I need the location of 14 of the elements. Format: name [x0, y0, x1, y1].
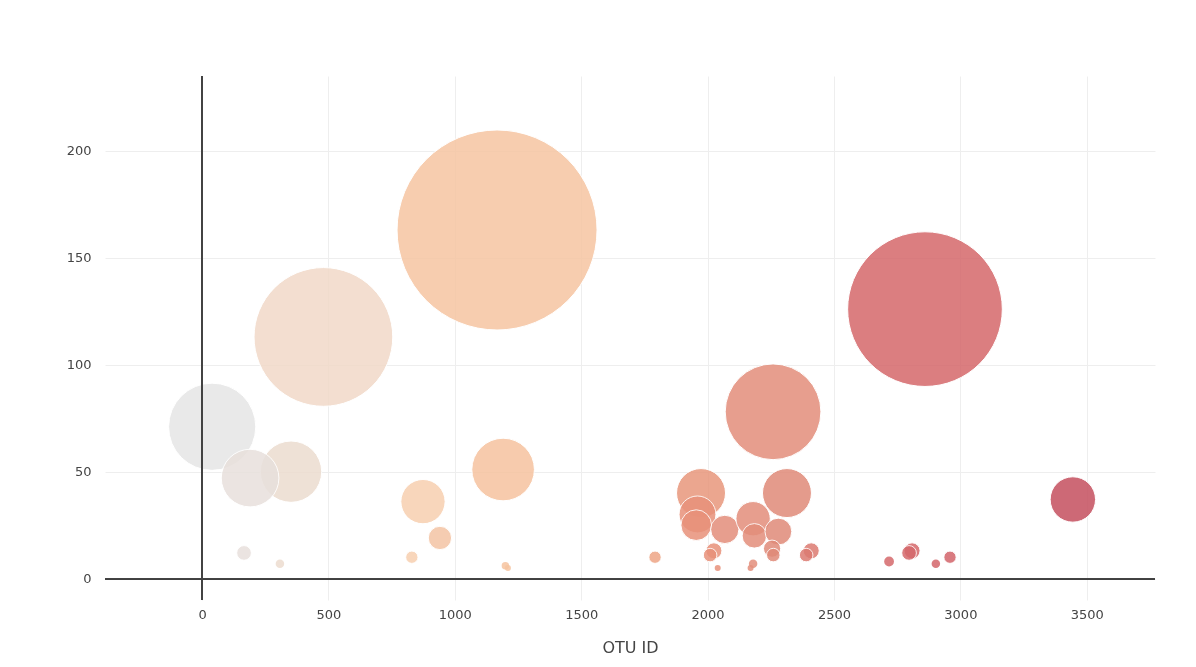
- y-tick-label: 0: [83, 571, 92, 587]
- x-tick-label: 2000: [691, 606, 725, 622]
- x-tick-label: 3500: [1070, 606, 1104, 622]
- x-tick-label: 3000: [944, 606, 978, 622]
- y-tick-label: 100: [66, 357, 92, 373]
- y-tick-label: 150: [66, 250, 92, 266]
- x-tick-label: 1000: [438, 606, 472, 622]
- y-tick-label: 200: [66, 143, 92, 159]
- x-axis-title: OTU ID: [602, 637, 659, 657]
- y-tick-label: 50: [74, 464, 92, 480]
- x-tick-label: 1500: [565, 606, 599, 622]
- x-tick-label: 500: [316, 606, 342, 622]
- x-tick-label: 2500: [817, 606, 852, 622]
- x-tick-label: 0: [198, 606, 207, 622]
